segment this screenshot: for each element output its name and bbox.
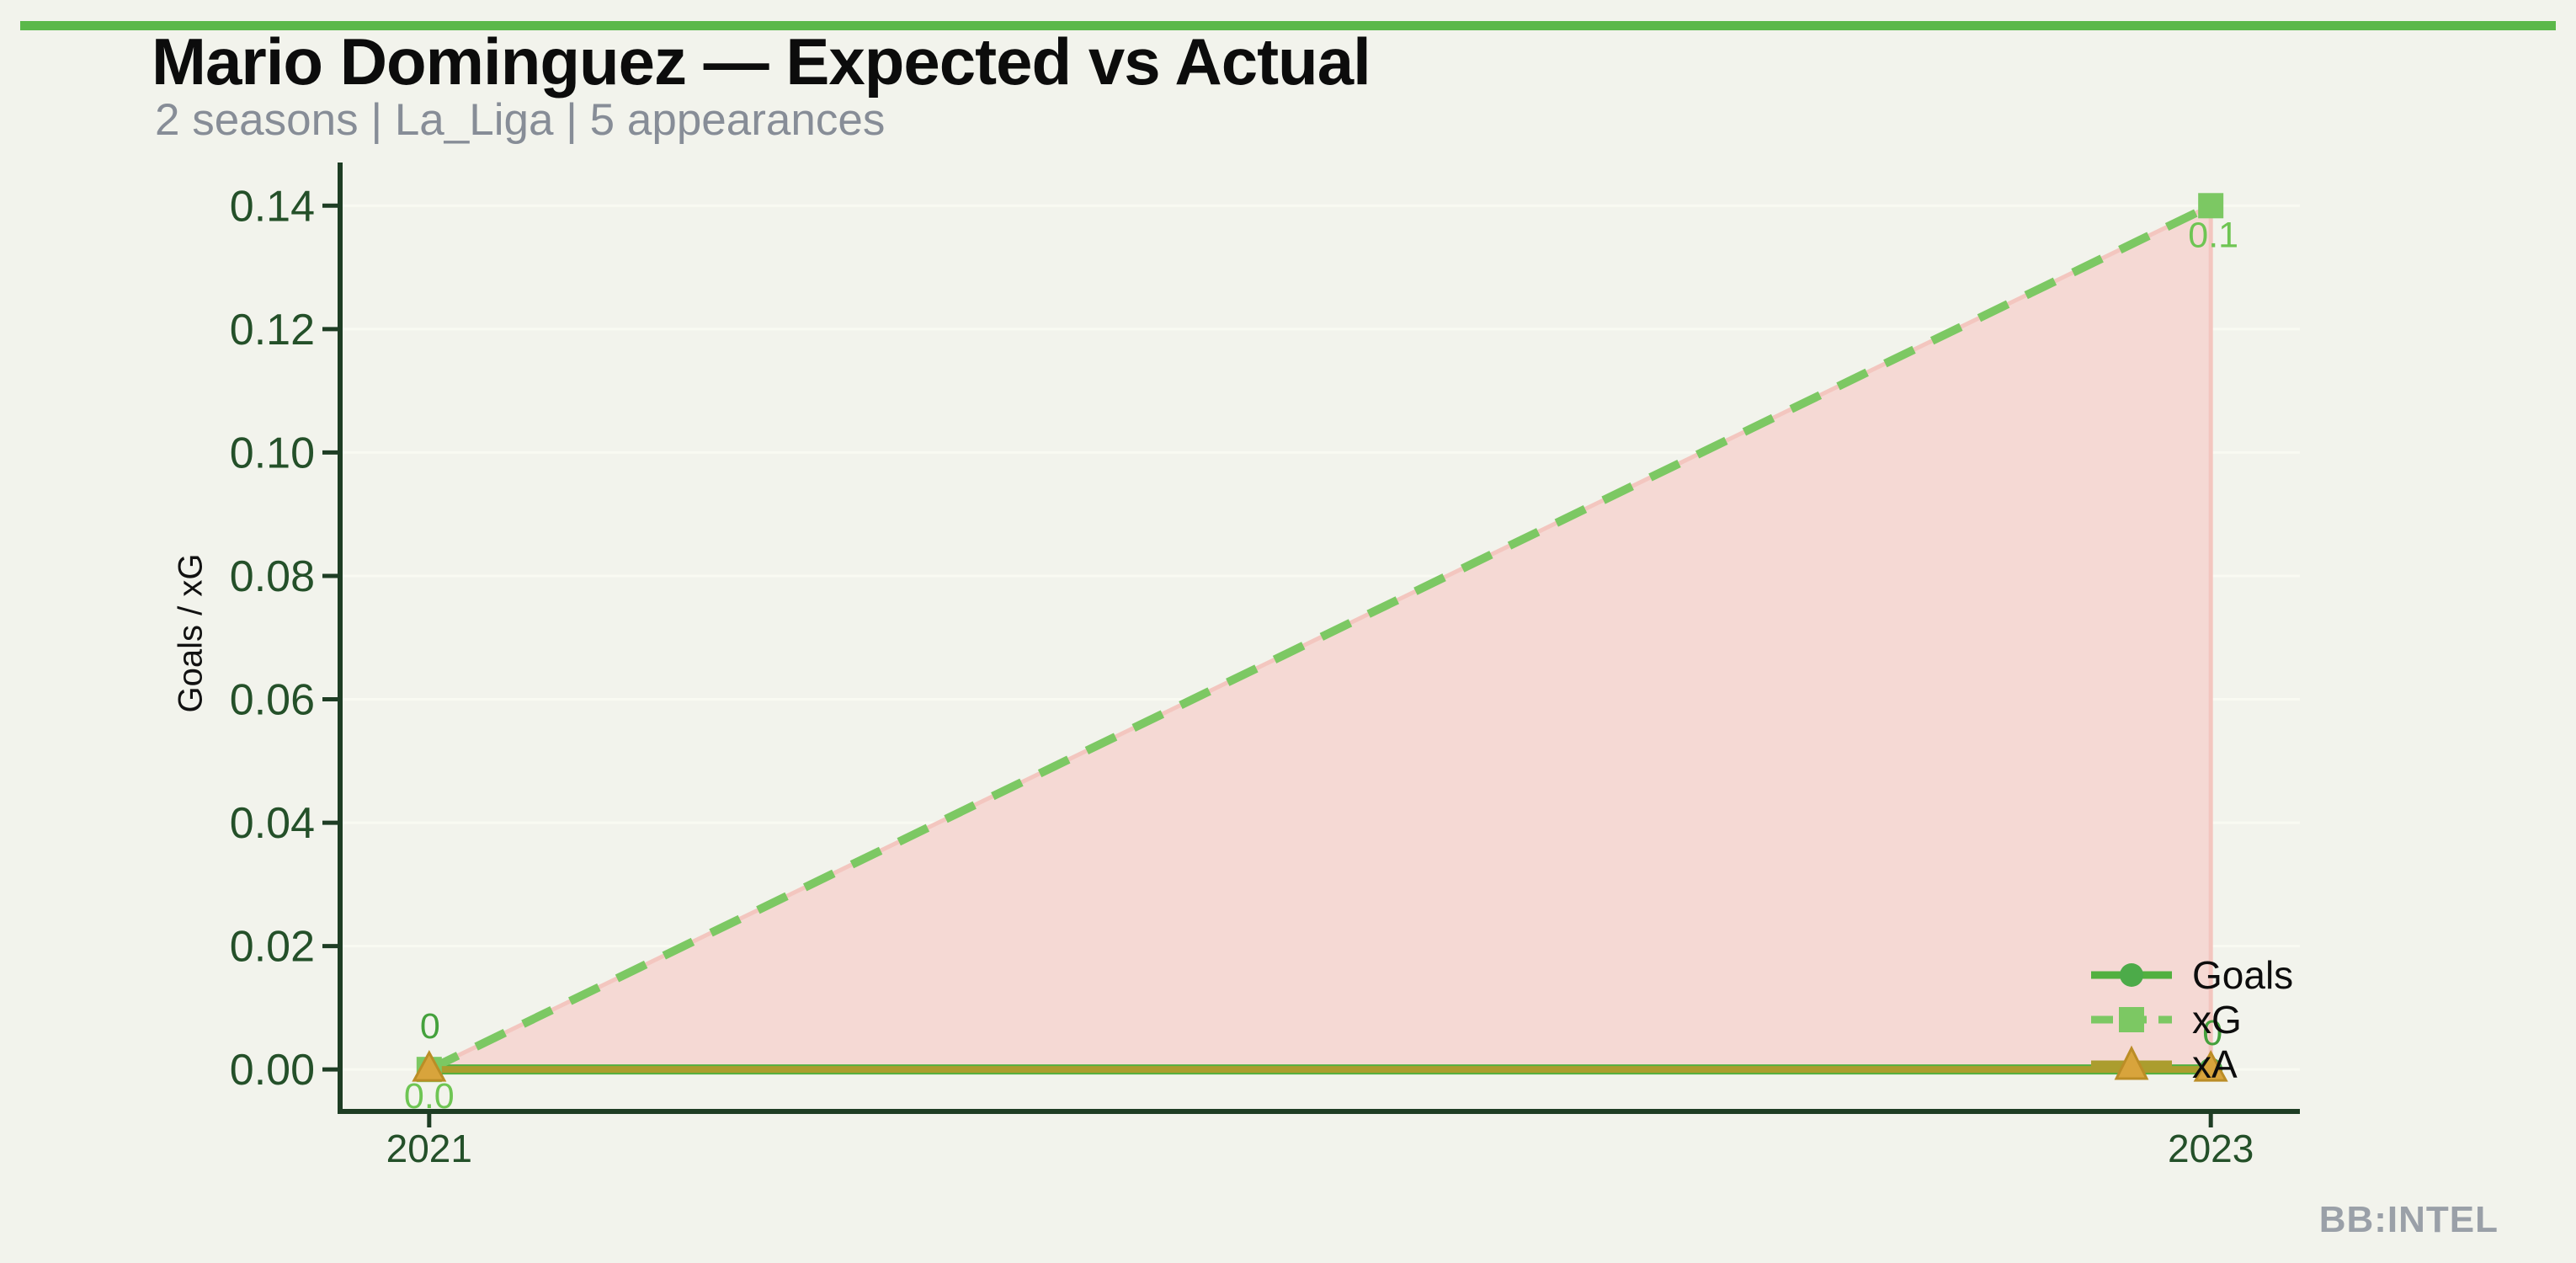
value-annotation: 0.0 [404,1076,455,1116]
marker-xg [2198,193,2224,219]
top-accent-bar [20,21,2556,30]
legend-circle-swatch-icon [2091,962,2172,987]
marker-xa [412,1050,447,1082]
legend-item-xa: xA [2091,1042,2293,1086]
legend-triangle-swatch-icon [2091,1045,2172,1079]
x-tick-label: 2021 [386,1127,472,1170]
y-tick-label: 0.08 [230,552,315,601]
legend-item-goals: Goals [2091,952,2293,997]
chart-title: Mario Dominguez — Expected vs Actual [152,24,1371,99]
x-tick-label: 2023 [2168,1127,2254,1170]
y-tick-label: 0.12 [230,306,315,354]
value-annotation: 0.1 [2188,215,2238,255]
chart-subtitle: 2 seasons | La_Liga | 5 appearances [155,95,886,145]
y-tick-label: 0.14 [230,182,315,231]
y-axis-label: Goals / xG [172,553,210,713]
value-annotation: 0 [420,1006,440,1047]
legend-label: Goals [2192,952,2294,997]
y-tick-label: 0.10 [230,429,315,477]
chart-legend: Goals xG xA [2091,952,2293,1086]
y-tick-label: 0.04 [230,799,315,848]
y-tick-label: 0.06 [230,676,315,725]
legend-label: xA [2192,1042,2238,1086]
watermark: BB:INTEL [2318,1199,2499,1240]
legend-item-xg: xG [2091,997,2293,1042]
legend-square-swatch-icon [2091,1006,2172,1032]
series-line-xg [427,201,2213,1074]
legend-label: xG [2192,997,2242,1042]
marker-xa [2193,1050,2228,1082]
value-annotation: 0 [2202,1013,2222,1053]
y-tick-label: 0.02 [230,923,315,972]
y-tick-label: 0.00 [230,1046,315,1095]
